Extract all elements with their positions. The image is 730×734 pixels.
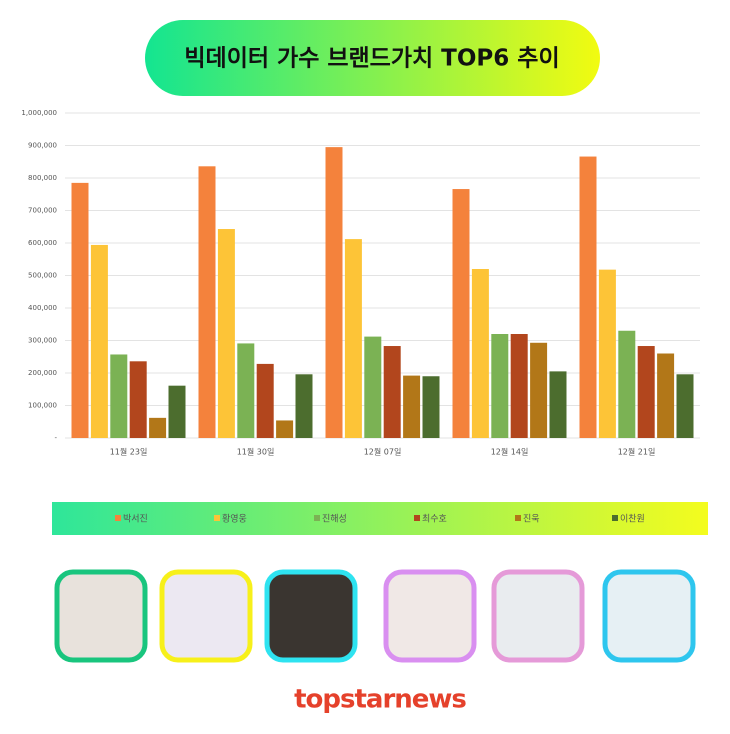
bar <box>71 182 89 438</box>
bar <box>149 417 167 438</box>
chart-title: 빅데이터 가수 브랜드가치 TOP6 추이 <box>184 46 559 72</box>
photo <box>491 569 585 663</box>
bar <box>256 363 274 438</box>
x-tick-label: 12월 07일 <box>364 447 402 457</box>
legend-swatch <box>214 515 220 521</box>
x-tick-label: 12월 21일 <box>618 447 656 457</box>
bar <box>295 374 313 438</box>
y-tick-label: 100,000 <box>28 402 57 410</box>
bar <box>237 343 255 438</box>
photo <box>54 569 148 663</box>
photo <box>602 569 696 663</box>
photo <box>383 569 477 663</box>
bar <box>452 189 470 438</box>
y-tick-label: 900,000 <box>28 142 57 150</box>
bar <box>676 374 694 438</box>
bar <box>510 334 528 438</box>
title-pill <box>145 20 600 96</box>
bar <box>637 346 655 438</box>
bar <box>491 334 509 438</box>
x-tick-label: 12월 14일 <box>491 447 529 457</box>
bar <box>344 239 362 438</box>
bar <box>383 346 401 438</box>
y-tick-label: 700,000 <box>28 207 57 215</box>
y-tick-label: 1,000,000 <box>21 109 57 117</box>
legend-label: 황영웅 <box>222 514 247 525</box>
photo <box>264 569 358 663</box>
bar <box>217 229 235 438</box>
y-tick-label: 400,000 <box>28 304 57 312</box>
y-tick-label: 200,000 <box>28 369 57 377</box>
bar <box>110 354 128 438</box>
photos <box>54 569 696 663</box>
bar <box>598 269 616 438</box>
bar <box>90 244 108 438</box>
y-tick-label: 300,000 <box>28 337 57 345</box>
bar <box>198 166 216 439</box>
legend-label: 진해성 <box>322 514 347 525</box>
x-tick-label: 11월 30일 <box>237 447 275 457</box>
bar <box>549 371 567 438</box>
bar <box>325 147 343 438</box>
legend-label: 최수호 <box>422 514 447 525</box>
y-tick-label: 500,000 <box>28 272 57 280</box>
bar <box>129 361 147 438</box>
bar <box>471 269 489 438</box>
bar <box>618 330 636 438</box>
bar <box>579 156 597 439</box>
legend-swatch <box>115 515 121 521</box>
x-tick-label: 11월 23일 <box>110 447 148 457</box>
legend-swatch <box>515 515 521 521</box>
legend-swatch <box>314 515 320 521</box>
y-tick-label: - <box>54 434 57 442</box>
bar <box>657 353 675 438</box>
bar <box>364 336 382 438</box>
bar <box>422 376 440 438</box>
bar <box>168 385 186 438</box>
legend-label: 박서진 <box>123 514 148 525</box>
legend-label: 이찬원 <box>620 514 645 525</box>
legend-band <box>52 502 708 535</box>
photo <box>159 569 253 663</box>
legend-swatch <box>414 515 420 521</box>
bar <box>276 420 294 438</box>
logo: topstarnews <box>294 685 466 715</box>
bar <box>530 342 548 438</box>
legend-label: 진욱 <box>523 514 540 525</box>
bar <box>403 375 421 438</box>
legend-swatch <box>612 515 618 521</box>
y-tick-label: 600,000 <box>28 239 57 247</box>
y-tick-label: 800,000 <box>28 174 57 182</box>
